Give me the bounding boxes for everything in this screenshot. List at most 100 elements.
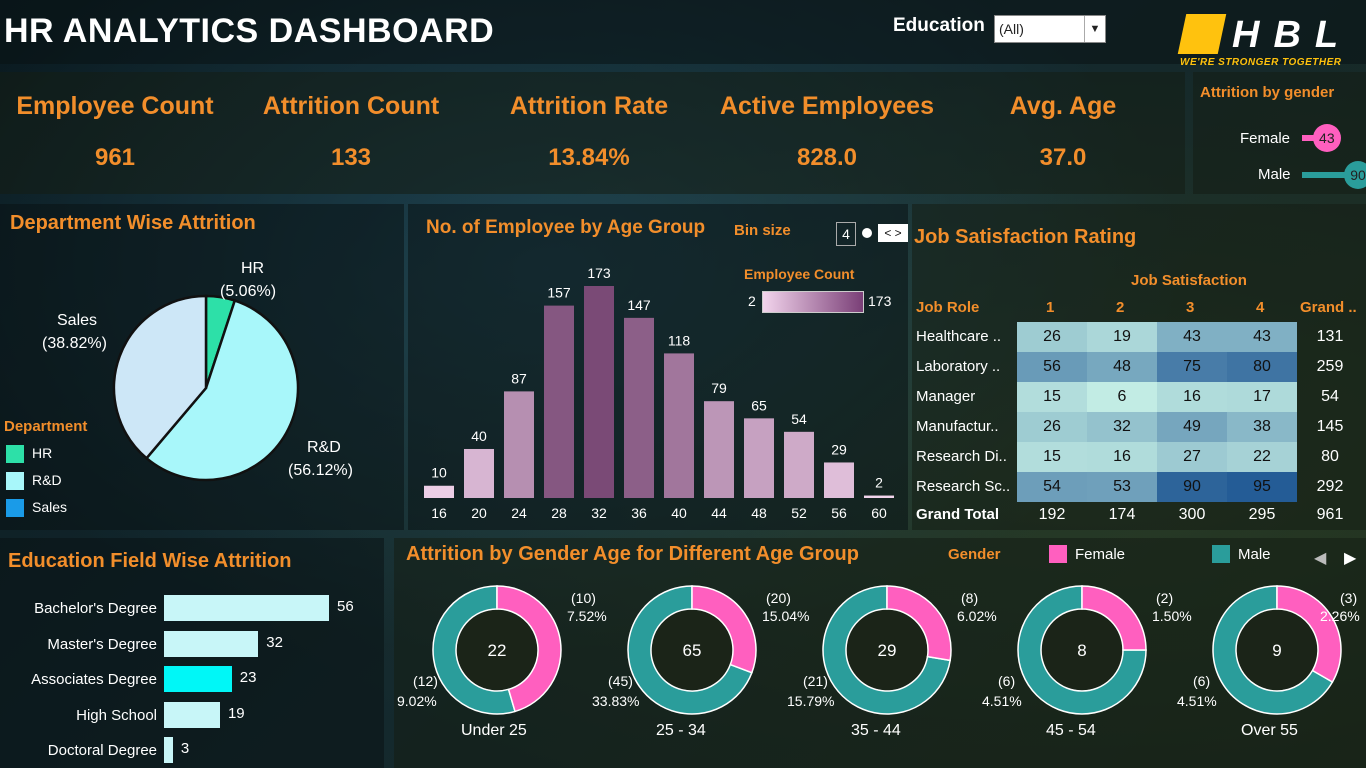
heatmap-cell[interactable]: 56: [1017, 352, 1087, 382]
heatmap-cell[interactable]: 75: [1157, 352, 1227, 382]
age-group-title: No. of Employee by Age Group: [426, 217, 706, 238]
pie-label-sales-pct: (38.82%): [42, 335, 107, 352]
col-header-1: 1: [1046, 299, 1055, 316]
heatmap-cell[interactable]: 32: [1087, 412, 1157, 442]
donut-slice-male[interactable]: [1212, 585, 1334, 715]
job-role-label: Healthcare ..: [916, 328, 1002, 345]
heatmap-cell[interactable]: 49: [1157, 412, 1227, 442]
logo-tagline: WE'RE STRONGER TOGETHER: [1180, 57, 1342, 68]
donut-slice-female[interactable]: [1081, 585, 1147, 651]
gender-bar-male[interactable]: [1302, 172, 1354, 178]
donut-slice-male[interactable]: [627, 585, 753, 715]
col-header-4: 4: [1256, 299, 1265, 316]
age-bar[interactable]: [424, 485, 454, 498]
donut-total: 22: [488, 641, 507, 660]
donut-slice-male[interactable]: [1017, 585, 1147, 715]
gender-donut: 8: [1017, 585, 1147, 715]
donut-female-count: (8): [961, 590, 979, 606]
bin-size-slider-handle[interactable]: [862, 228, 872, 238]
bin-size-stepper-icon[interactable]: < >: [878, 224, 908, 242]
donut-group-label: 35 - 44: [851, 722, 901, 739]
age-bar[interactable]: [744, 418, 774, 498]
gender-donut: 22: [432, 585, 562, 715]
education-bar[interactable]: [164, 595, 329, 621]
heatmap-cell[interactable]: 16: [1087, 442, 1157, 472]
age-bar[interactable]: [704, 401, 734, 498]
heatmap-cell[interactable]: 17: [1227, 382, 1297, 412]
age-bar-value-label: 157: [547, 285, 571, 301]
heatmap-cell[interactable]: 22: [1227, 442, 1297, 472]
heatmap-cell[interactable]: 19: [1087, 322, 1157, 352]
education-bar[interactable]: [164, 737, 173, 763]
donut-slice-female[interactable]: [691, 585, 757, 674]
age-bar[interactable]: [824, 462, 854, 498]
legend-label-male: Male: [1238, 546, 1271, 563]
education-bar-label: Bachelor's Degree: [34, 600, 157, 617]
legend-label-female: Female: [1075, 546, 1126, 563]
education-bar[interactable]: [164, 701, 220, 728]
kpi-title-avg-age: Avg. Age: [1009, 92, 1117, 120]
age-bar[interactable]: [864, 495, 894, 498]
heatmap-cell[interactable]: 53: [1087, 472, 1157, 502]
job-role-label: Research Di..: [916, 448, 1007, 465]
gender-dot-female[interactable]: 43: [1312, 124, 1341, 152]
job-satisfaction-column-header: Job Satisfaction: [1131, 272, 1247, 289]
education-bar[interactable]: [164, 666, 232, 692]
legend-next-icon[interactable]: ▶: [1344, 550, 1357, 567]
heatmap-cell[interactable]: 54: [1017, 472, 1087, 502]
donut-female-pct: 2.26%: [1320, 608, 1360, 624]
age-bar[interactable]: [464, 448, 494, 498]
heatmap-cell[interactable]: 6: [1087, 382, 1157, 412]
heatmap-cell[interactable]: 16: [1157, 382, 1227, 412]
education-filter-dropdown[interactable]: (All) ▼: [994, 15, 1106, 43]
heatmap-cell[interactable]: 27: [1157, 442, 1227, 472]
heatmap-cell[interactable]: 43: [1157, 322, 1227, 352]
heatmap-cell[interactable]: 26: [1017, 412, 1087, 442]
heatmap-cell[interactable]: 48: [1087, 352, 1157, 382]
heatmap-cell[interactable]: 95: [1227, 472, 1297, 502]
pie-slice-sales[interactable]: [112, 294, 208, 460]
pie-label-sales-name: Sales: [57, 312, 98, 329]
heatmap-cell[interactable]: 38: [1227, 412, 1297, 442]
age-tick-label: 28: [551, 505, 567, 521]
heatmap-cell[interactable]: 15: [1017, 442, 1087, 472]
donut-total: 9: [1272, 641, 1281, 660]
pie-slice-rnd[interactable]: [144, 299, 300, 482]
education-bar-label: Doctoral Degree: [47, 742, 157, 759]
gender-dot-male[interactable]: 90: [1344, 161, 1366, 189]
age-bar[interactable]: [584, 286, 614, 498]
department-legend-title: Department: [4, 418, 88, 435]
row-grand-total: 80: [1321, 448, 1339, 465]
donut-slice-male[interactable]: [432, 585, 516, 715]
age-bar-value-label: 29: [831, 441, 847, 457]
age-bar[interactable]: [624, 317, 654, 498]
heatmap-cell[interactable]: 15: [1017, 382, 1087, 412]
age-bar[interactable]: [504, 391, 534, 498]
kpi-title-employee-count: Employee Count: [16, 92, 214, 120]
age-tick-label: 36: [631, 505, 647, 521]
legend-prev-icon[interactable]: ◀: [1314, 550, 1327, 567]
heatmap-cell[interactable]: 90: [1157, 472, 1227, 502]
kpi-value-avg-age: 37.0: [1039, 144, 1087, 171]
education-bar-label: High School: [76, 706, 157, 724]
donut-slice-male[interactable]: [822, 585, 952, 715]
age-bar-value-label: 10: [431, 465, 447, 481]
bin-size-input[interactable]: 4: [836, 222, 856, 246]
heatmap-cell[interactable]: 80: [1227, 352, 1297, 382]
age-bar[interactable]: [664, 353, 694, 498]
donut-slice-female[interactable]: [886, 585, 952, 662]
row-grand-total: 131: [1316, 328, 1344, 345]
donut-male-pct: 9.02%: [397, 693, 437, 709]
donut-slice-female[interactable]: [496, 585, 562, 713]
age-bar[interactable]: [544, 305, 574, 498]
education-bar[interactable]: [164, 630, 259, 657]
education-bar-label: Master's Degree: [47, 635, 157, 653]
donut-slice-female[interactable]: [1276, 585, 1342, 684]
donut-male-pct: 4.51%: [982, 693, 1022, 709]
pie-label-rnd-name: R&D: [307, 439, 341, 456]
donut-female-pct: 7.52%: [567, 608, 607, 624]
legend-swatch-sales: [6, 499, 24, 517]
age-bar[interactable]: [784, 431, 814, 498]
heatmap-cell[interactable]: 26: [1017, 322, 1087, 352]
heatmap-cell[interactable]: 43: [1227, 322, 1297, 352]
